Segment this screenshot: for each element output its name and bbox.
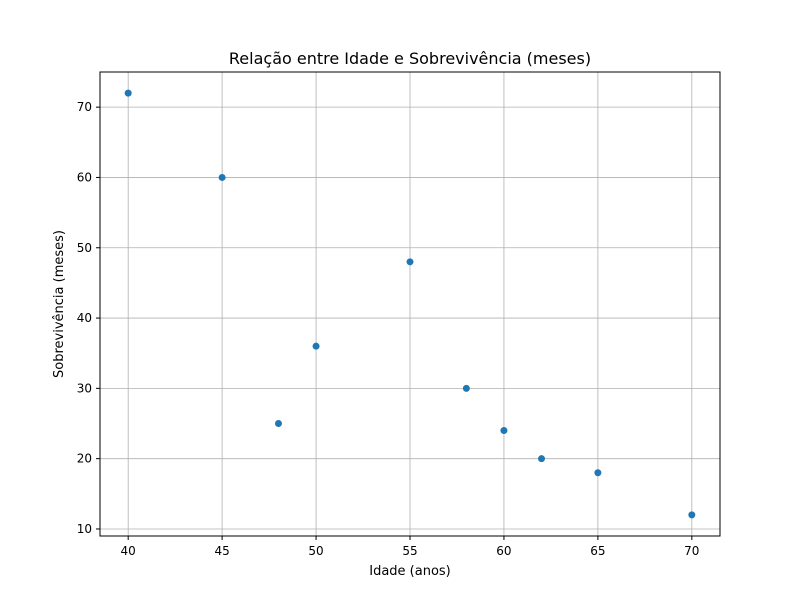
x-tick-label: 65 (590, 544, 605, 558)
y-tick-label: 70 (77, 100, 92, 114)
data-point (500, 427, 508, 435)
grid-lines (100, 72, 720, 536)
y-tick-label: 10 (77, 522, 92, 536)
data-point (688, 511, 696, 519)
data-point (594, 469, 602, 477)
x-axis-ticks: 40 45 50 55 60 65 70 (121, 536, 699, 558)
data-point (312, 342, 320, 350)
x-tick-label: 45 (214, 544, 229, 558)
x-tick-label: 55 (402, 544, 417, 558)
x-tick-label: 40 (121, 544, 136, 558)
y-axis-ticks: 10 20 30 40 50 60 70 (77, 100, 100, 536)
y-axis-label: Sobrevivência (meses) (52, 230, 67, 378)
x-tick-label: 70 (684, 544, 699, 558)
data-point (462, 384, 470, 392)
x-tick-label: 50 (308, 544, 323, 558)
data-point (124, 89, 132, 97)
y-tick-label: 50 (77, 241, 92, 255)
data-point (406, 258, 414, 266)
data-point (274, 420, 282, 428)
x-tick-label: 60 (496, 544, 511, 558)
data-point (538, 455, 546, 463)
chart-title: Relação entre Idade e Sobrevivência (mes… (229, 49, 591, 68)
data-points (124, 89, 696, 519)
y-tick-label: 30 (77, 381, 92, 395)
data-point (218, 173, 226, 181)
y-tick-label: 20 (77, 452, 92, 466)
y-tick-label: 40 (77, 311, 92, 325)
y-tick-label: 60 (77, 170, 92, 184)
x-axis-label: Idade (anos) (369, 564, 451, 579)
